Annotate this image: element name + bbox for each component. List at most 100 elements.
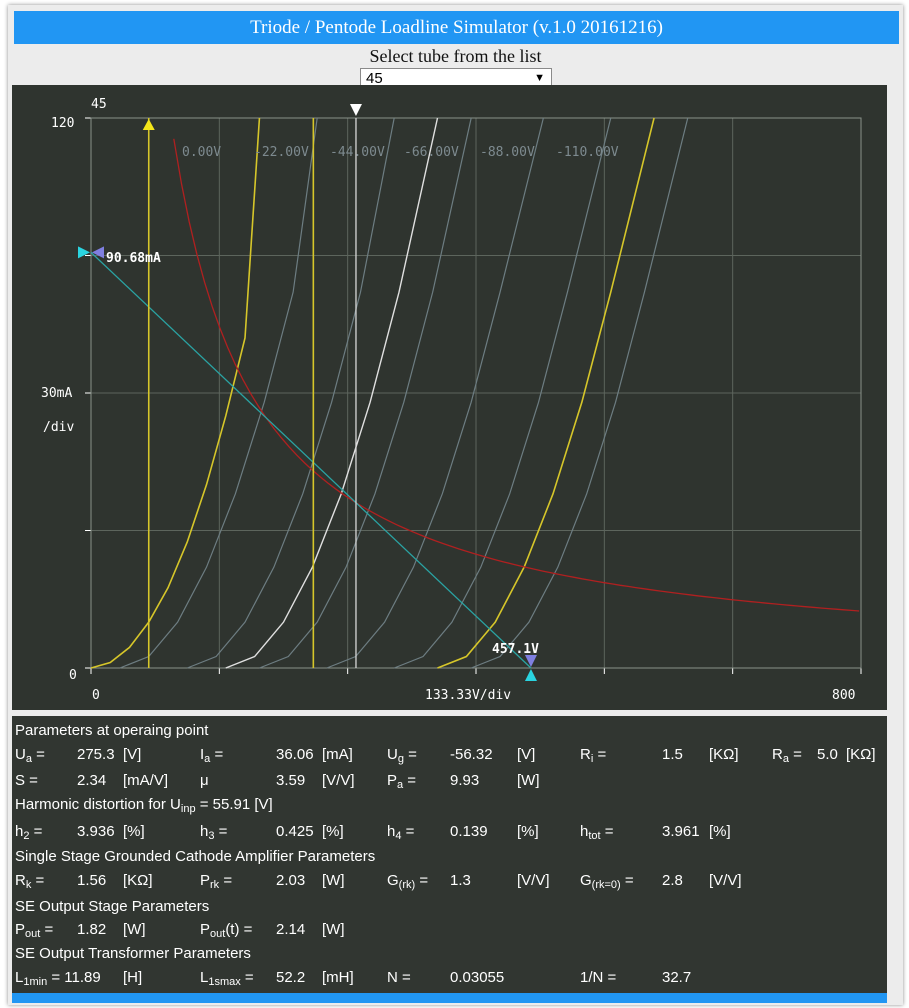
pa-label: Pa = (387, 772, 417, 791)
plate-curve (470, 117, 689, 669)
plate-curves (90, 117, 689, 669)
grid-voltage-label: -66.00V (404, 145, 459, 160)
chevron-down-icon: ▼ (534, 72, 545, 84)
grk-label: G(rk) = (387, 872, 429, 891)
section-heading: SE Output Stage Parameters (15, 898, 210, 915)
htot-unit: [%] (709, 823, 731, 840)
operating-point-handle[interactable] (349, 104, 362, 116)
l1smax-value: 52.2 (276, 969, 306, 986)
grk0-unit: [V/V] (709, 872, 742, 889)
ug-unit: [V] (517, 746, 536, 763)
poutt-value: 2.14 (276, 921, 306, 938)
pa-value: 9.93 (450, 772, 480, 789)
plate-curve (393, 117, 612, 669)
y-axis-div-label: 30mA (41, 386, 72, 401)
s-label: S = (15, 772, 38, 789)
tube-name-label: 45 (91, 97, 107, 112)
ia-label: Ia = (200, 746, 224, 765)
l1smax-label: L1smax = (200, 969, 254, 988)
x-axis-zero-label: 0 (92, 688, 100, 703)
h3-value: 0.425 (276, 823, 314, 840)
load-line (90, 251, 532, 669)
h2-label: h2 = (15, 823, 43, 842)
inv-n-value: 32.7 (662, 969, 692, 986)
pout-unit: [W] (123, 921, 146, 938)
h3-unit: [%] (322, 823, 344, 840)
h4-value: 0.139 (450, 823, 488, 840)
grk-unit: [V/V] (517, 872, 550, 889)
htot-label: htot = (580, 823, 614, 842)
poutt-label: Pout(t) = (200, 921, 253, 940)
x-axis-max-label: 800 (832, 688, 855, 703)
voltage-handle-secondary[interactable] (524, 655, 537, 667)
loadline-plot[interactable]: 45 120 30mA /div 0 0 133.33V/div 800 0.0… (12, 85, 887, 710)
plot-canvas[interactable]: 45 120 30mA /div 0 0 133.33V/div 800 0.0… (12, 85, 887, 710)
grk-value: 1.3 (450, 872, 471, 889)
s-value: 2.34 (77, 772, 107, 789)
ra-label: Ra = (772, 746, 802, 765)
y-axis-div-unit: /div (43, 420, 74, 435)
h2-unit: [%] (123, 823, 145, 840)
current-handle-secondary[interactable] (92, 246, 104, 259)
plate-curve (119, 117, 318, 669)
grk0-value: 2.8 (662, 872, 683, 889)
l1min-unit: [H] (123, 969, 143, 986)
mu-value: 3.59 (276, 772, 306, 789)
pout-label: Pout = (15, 921, 54, 940)
plot-grid (85, 117, 862, 674)
h3-label: h3 = (200, 823, 228, 842)
plate-curve (259, 117, 472, 669)
grid-voltage-label: -22.00V (254, 145, 309, 160)
ri-unit: [KΩ] (709, 746, 739, 763)
section-heading-transformer: SE Output Transformer Parameters (12, 945, 887, 969)
ri-label: Ri = (580, 746, 607, 765)
param-row-single-stage: Rk = 1.56 [KΩ] Prk = 2.03 [W] G(rk) = 1.… (12, 872, 887, 896)
grk0-label: G(rk=0) = (580, 872, 634, 891)
param-row-operating: Ua = 275.3 [V] Ia = 36.06 [mA] Ug = -56.… (12, 746, 887, 770)
current-handle[interactable] (78, 246, 90, 259)
plate-curve (225, 117, 439, 669)
ua-label: Ua = (15, 746, 45, 765)
y-axis-zero-label: 0 (69, 668, 77, 683)
grid-voltage-label: -110.00V (556, 145, 619, 160)
x-axis-div-label: 133.33V/div (425, 688, 511, 703)
s-unit: [mA/V] (123, 772, 169, 789)
l1smax-unit: [mH] (322, 969, 354, 986)
swing-limit-handle[interactable] (142, 119, 155, 130)
plate-curve (437, 117, 655, 669)
ia-unit: [mA] (322, 746, 353, 763)
section-heading: Harmonic distortion for Uinp = 55.91 [V] (15, 796, 273, 815)
tube-select[interactable]: 45 ▼ (360, 68, 552, 89)
poutt-unit: [W] (322, 921, 345, 938)
ug-label: Ug = (387, 746, 417, 765)
n-label: N = (387, 969, 411, 986)
l1min-label: L1min = 11.89 (15, 969, 101, 988)
dissipation-curve (173, 138, 860, 612)
tube-select-label: Select tube from the list (369, 46, 542, 66)
mu-unit: [V/V] (322, 772, 355, 789)
ri-value: 1.5 (662, 746, 683, 763)
prk-value: 2.03 (276, 872, 306, 889)
bottom-bar (12, 993, 887, 1003)
ra-value: 5.0 (817, 746, 838, 763)
section-heading-se-output: SE Output Stage Parameters (12, 898, 887, 922)
htot-value: 3.961 (662, 823, 700, 840)
plate-curve (90, 117, 261, 669)
y-axis-max-label: 120 (51, 116, 74, 131)
rk-value: 1.56 (77, 872, 107, 889)
pout-value: 1.82 (77, 921, 107, 938)
voltage-handle[interactable] (524, 669, 537, 681)
ug-value: -56.32 (450, 746, 493, 763)
section-heading: Single Stage Grounded Cathode Amplifier … (15, 848, 376, 865)
prk-label: Prk = (200, 872, 233, 891)
plot-frame (90, 117, 862, 669)
rk-unit: [KΩ] (123, 872, 153, 889)
section-heading: SE Output Transformer Parameters (15, 945, 251, 962)
param-row-harmonics: h2 = 3.936 [%] h3 = 0.425 [%] h4 = 0.139… (12, 823, 887, 847)
section-heading-operating-point: Parameters at operaing point (12, 722, 887, 746)
section-heading: Parameters at operaing point (15, 722, 209, 739)
param-row-se-output: Pout = 1.82 [W] Pout(t) = 2.14 [W] (12, 921, 887, 945)
ia-value: 36.06 (276, 746, 314, 763)
ua-unit: [V] (123, 746, 142, 763)
grid-voltage-label: -44.00V (330, 145, 385, 160)
